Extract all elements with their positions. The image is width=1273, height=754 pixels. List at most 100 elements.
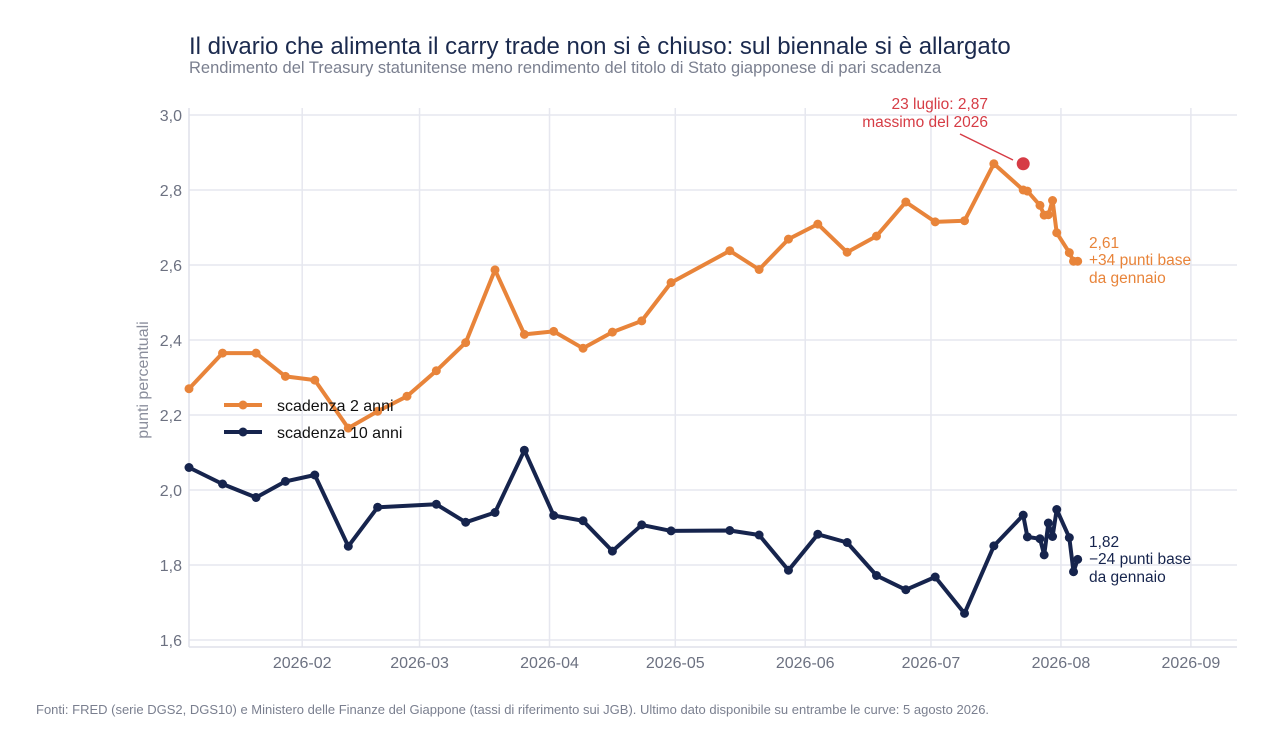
data-point xyxy=(607,327,617,337)
data-point xyxy=(373,406,383,416)
data-point xyxy=(1052,505,1062,514)
data-point xyxy=(1073,554,1083,564)
data-point xyxy=(871,571,881,580)
data-point xyxy=(1052,228,1062,238)
data-point xyxy=(783,234,793,244)
data-point xyxy=(251,493,261,502)
source-note: Fonti: FRED (serie DGS2, DGS10) e Minist… xyxy=(36,702,990,717)
data-point xyxy=(578,343,588,353)
data-point xyxy=(960,216,970,226)
series-layer xyxy=(184,157,1083,618)
y-tick-label: 1,8 xyxy=(160,558,182,575)
data-point xyxy=(754,530,764,540)
grid-lines xyxy=(189,108,1237,647)
data-point xyxy=(1043,518,1053,528)
data-point xyxy=(343,423,353,433)
data-point xyxy=(280,371,290,381)
data-point xyxy=(461,338,471,348)
data-point xyxy=(1035,200,1045,210)
end-10y-since: da gennaio xyxy=(1089,569,1166,586)
data-point xyxy=(1064,533,1074,543)
data-point xyxy=(637,316,647,326)
data-point xyxy=(1022,532,1032,542)
data-point xyxy=(813,529,823,539)
data-point xyxy=(1048,196,1058,205)
end-2y-since: da gennaio xyxy=(1089,270,1166,287)
chart-title: Il divario che alimenta il carry trade n… xyxy=(189,33,1011,60)
y-tick-label: 2,2 xyxy=(160,408,182,425)
legend-label-2y: scadenza 2 anni xyxy=(277,398,394,415)
data-point xyxy=(1048,532,1058,541)
annotations: 23 luglio: 2,87 massimo del 2026 2,61 +3… xyxy=(862,96,1191,586)
x-tick-label: 2026-04 xyxy=(520,655,579,672)
data-point xyxy=(901,585,911,595)
data-point xyxy=(725,246,735,256)
data-point xyxy=(218,348,228,358)
peak-annotation-line2: massimo del 2026 xyxy=(862,114,988,131)
data-point xyxy=(519,329,529,339)
data-point xyxy=(666,278,676,288)
data-point xyxy=(549,511,559,520)
end-10y-change: −24 punti base xyxy=(1089,551,1191,568)
data-point xyxy=(754,265,764,274)
chart-subtitle: Rendimento del Treasury statunitense men… xyxy=(189,59,942,77)
end-2y-value: 2,61 xyxy=(1089,235,1119,252)
peak-marker xyxy=(1016,157,1030,171)
legend: scadenza 2 anni scadenza 10 anni xyxy=(224,398,402,442)
data-point xyxy=(578,516,588,526)
data-point xyxy=(1073,256,1083,266)
data-point xyxy=(373,502,383,512)
x-tick-label: 2026-08 xyxy=(1032,655,1091,672)
data-point xyxy=(519,445,529,455)
data-point xyxy=(1039,550,1049,560)
data-point xyxy=(402,391,412,401)
data-point xyxy=(930,217,940,227)
y-tick-label: 2,0 xyxy=(160,483,182,500)
data-point xyxy=(251,348,261,358)
x-tick-label: 2026-07 xyxy=(902,655,961,672)
data-point xyxy=(184,463,194,472)
data-point xyxy=(813,219,823,229)
legend-marker-2y xyxy=(238,400,248,410)
data-point xyxy=(783,565,793,575)
data-point xyxy=(842,538,852,547)
data-point xyxy=(901,197,911,207)
data-point xyxy=(1069,567,1079,577)
data-point xyxy=(725,526,735,535)
y-axis-label: punti percentuali xyxy=(135,321,152,438)
end-2y-change: +34 punti base xyxy=(1089,252,1191,269)
data-point xyxy=(1018,510,1028,520)
y-tick-label: 2,4 xyxy=(160,333,182,350)
data-point xyxy=(930,572,940,582)
data-point xyxy=(280,476,290,486)
axes: 1,6 1,8 2,0 2,2 2,4 2,6 2,8 3,0 2026-02 2026-03 20… xyxy=(160,108,1237,672)
data-point xyxy=(310,375,320,385)
data-point xyxy=(490,508,500,517)
data-point xyxy=(637,520,647,530)
x-tick-label: 2026-09 xyxy=(1162,655,1221,672)
x-tick-label: 2026-02 xyxy=(273,655,332,672)
data-point xyxy=(1035,534,1045,544)
peak-annotation-leader xyxy=(959,133,1014,161)
data-point xyxy=(842,247,852,257)
data-point xyxy=(607,546,617,556)
y-tick-label: 2,8 xyxy=(160,183,182,200)
legend-label-10y: scadenza 10 anni xyxy=(277,425,402,442)
data-point xyxy=(310,470,320,480)
data-point xyxy=(218,479,228,489)
series-line-10y xyxy=(187,448,1080,616)
data-point xyxy=(1043,210,1053,220)
data-point xyxy=(960,608,970,618)
end-10y-value: 1,82 xyxy=(1089,534,1119,551)
data-point xyxy=(989,541,999,551)
y-tick-label: 2,6 xyxy=(160,258,182,275)
y-tick-label: 3,0 xyxy=(160,108,182,125)
x-tick-label: 2026-03 xyxy=(390,655,449,672)
data-point xyxy=(431,366,441,376)
y-tick-label: 1,6 xyxy=(160,633,182,650)
data-point xyxy=(549,326,559,336)
data-point xyxy=(989,159,999,169)
x-tick-label: 2026-05 xyxy=(646,655,705,672)
data-point xyxy=(184,384,194,394)
